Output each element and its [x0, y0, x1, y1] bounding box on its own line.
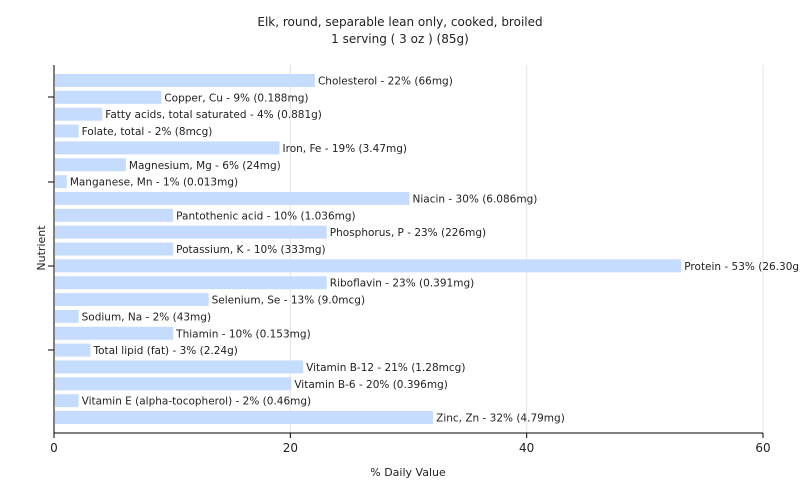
bar-label: Phosphorus, P - 23% (226mg) — [330, 227, 486, 239]
chart-title: Elk, round, separable lean only, cooked,… — [257, 15, 543, 29]
bar — [55, 343, 91, 357]
bar — [55, 107, 103, 121]
bar-label: Vitamin E (alpha-tocopherol) - 2% (0.46m… — [82, 396, 312, 408]
bar — [55, 259, 682, 273]
bar — [55, 293, 209, 307]
bar-label: Protein - 53% (26.30g) — [684, 261, 800, 273]
bar — [55, 74, 315, 87]
bar-label: Copper, Cu - 9% (0.188mg) — [164, 92, 308, 104]
bar — [55, 225, 327, 239]
bar-label: Vitamin B-12 - 21% (1.28mcg) — [306, 362, 465, 374]
bar — [55, 141, 280, 155]
bars: Cholesterol - 22% (66mg) Copper, Cu - 9% … — [55, 74, 800, 425]
bar-label: Pantothenic acid - 10% (1.036mg) — [176, 210, 355, 222]
x-tick-label: 0 — [50, 441, 58, 455]
y-axis-title: Nutrient — [35, 225, 48, 271]
bar — [55, 309, 79, 323]
bar-label: Folate, total - 2% (8mcg) — [82, 126, 213, 138]
x-tick-label: 20 — [283, 441, 298, 455]
bar — [55, 158, 126, 172]
bar-label: Fatty acids, total saturated - 4% (0.881… — [105, 109, 322, 121]
x-axis-title: % Daily Value — [370, 466, 446, 479]
bar-label: Niacin - 30% (6.086mg) — [413, 193, 538, 205]
bar — [55, 276, 327, 290]
bar — [55, 175, 67, 189]
bar-label: Manganese, Mn - 1% (0.013mg) — [70, 177, 238, 189]
chart-subtitle: 1 serving ( 3 oz ) (85g) — [331, 32, 469, 46]
bar — [55, 242, 174, 256]
bar — [55, 394, 79, 408]
bar — [55, 90, 162, 104]
bar — [55, 124, 79, 138]
bar-label: Sodium, Na - 2% (43mg) — [82, 311, 211, 323]
bar-label: Thiamin - 10% (0.153mg) — [175, 328, 311, 340]
bar — [55, 360, 304, 374]
bar-label: Vitamin B-6 - 20% (0.396mg) — [294, 379, 448, 391]
bar — [55, 191, 410, 205]
bar — [55, 411, 434, 424]
x-tick-label: 60 — [755, 441, 770, 455]
bar-label: Zinc, Zn - 32% (4.79mg) — [436, 413, 565, 425]
bar — [55, 377, 292, 391]
bar-label: Magnesium, Mg - 6% (24mg) — [129, 160, 281, 172]
bar-label: Cholesterol - 22% (66mg) — [318, 76, 453, 88]
grid — [289, 65, 764, 433]
x-tick-label: 40 — [519, 441, 534, 455]
bar — [55, 326, 174, 340]
bar — [55, 208, 174, 222]
bar-label: Total lipid (fat) - 3% (2.24g) — [92, 345, 237, 357]
axes: 0 20 40 60 — [48, 65, 771, 455]
bar-label: Potassium, K - 10% (333mg) — [176, 244, 326, 256]
bar-label: Selenium, Se - 13% (9.0mcg) — [212, 295, 365, 307]
bar-label: Iron, Fe - 19% (3.47mg) — [283, 143, 407, 155]
bar-label: Riboflavin - 23% (0.391mg) — [330, 278, 474, 290]
